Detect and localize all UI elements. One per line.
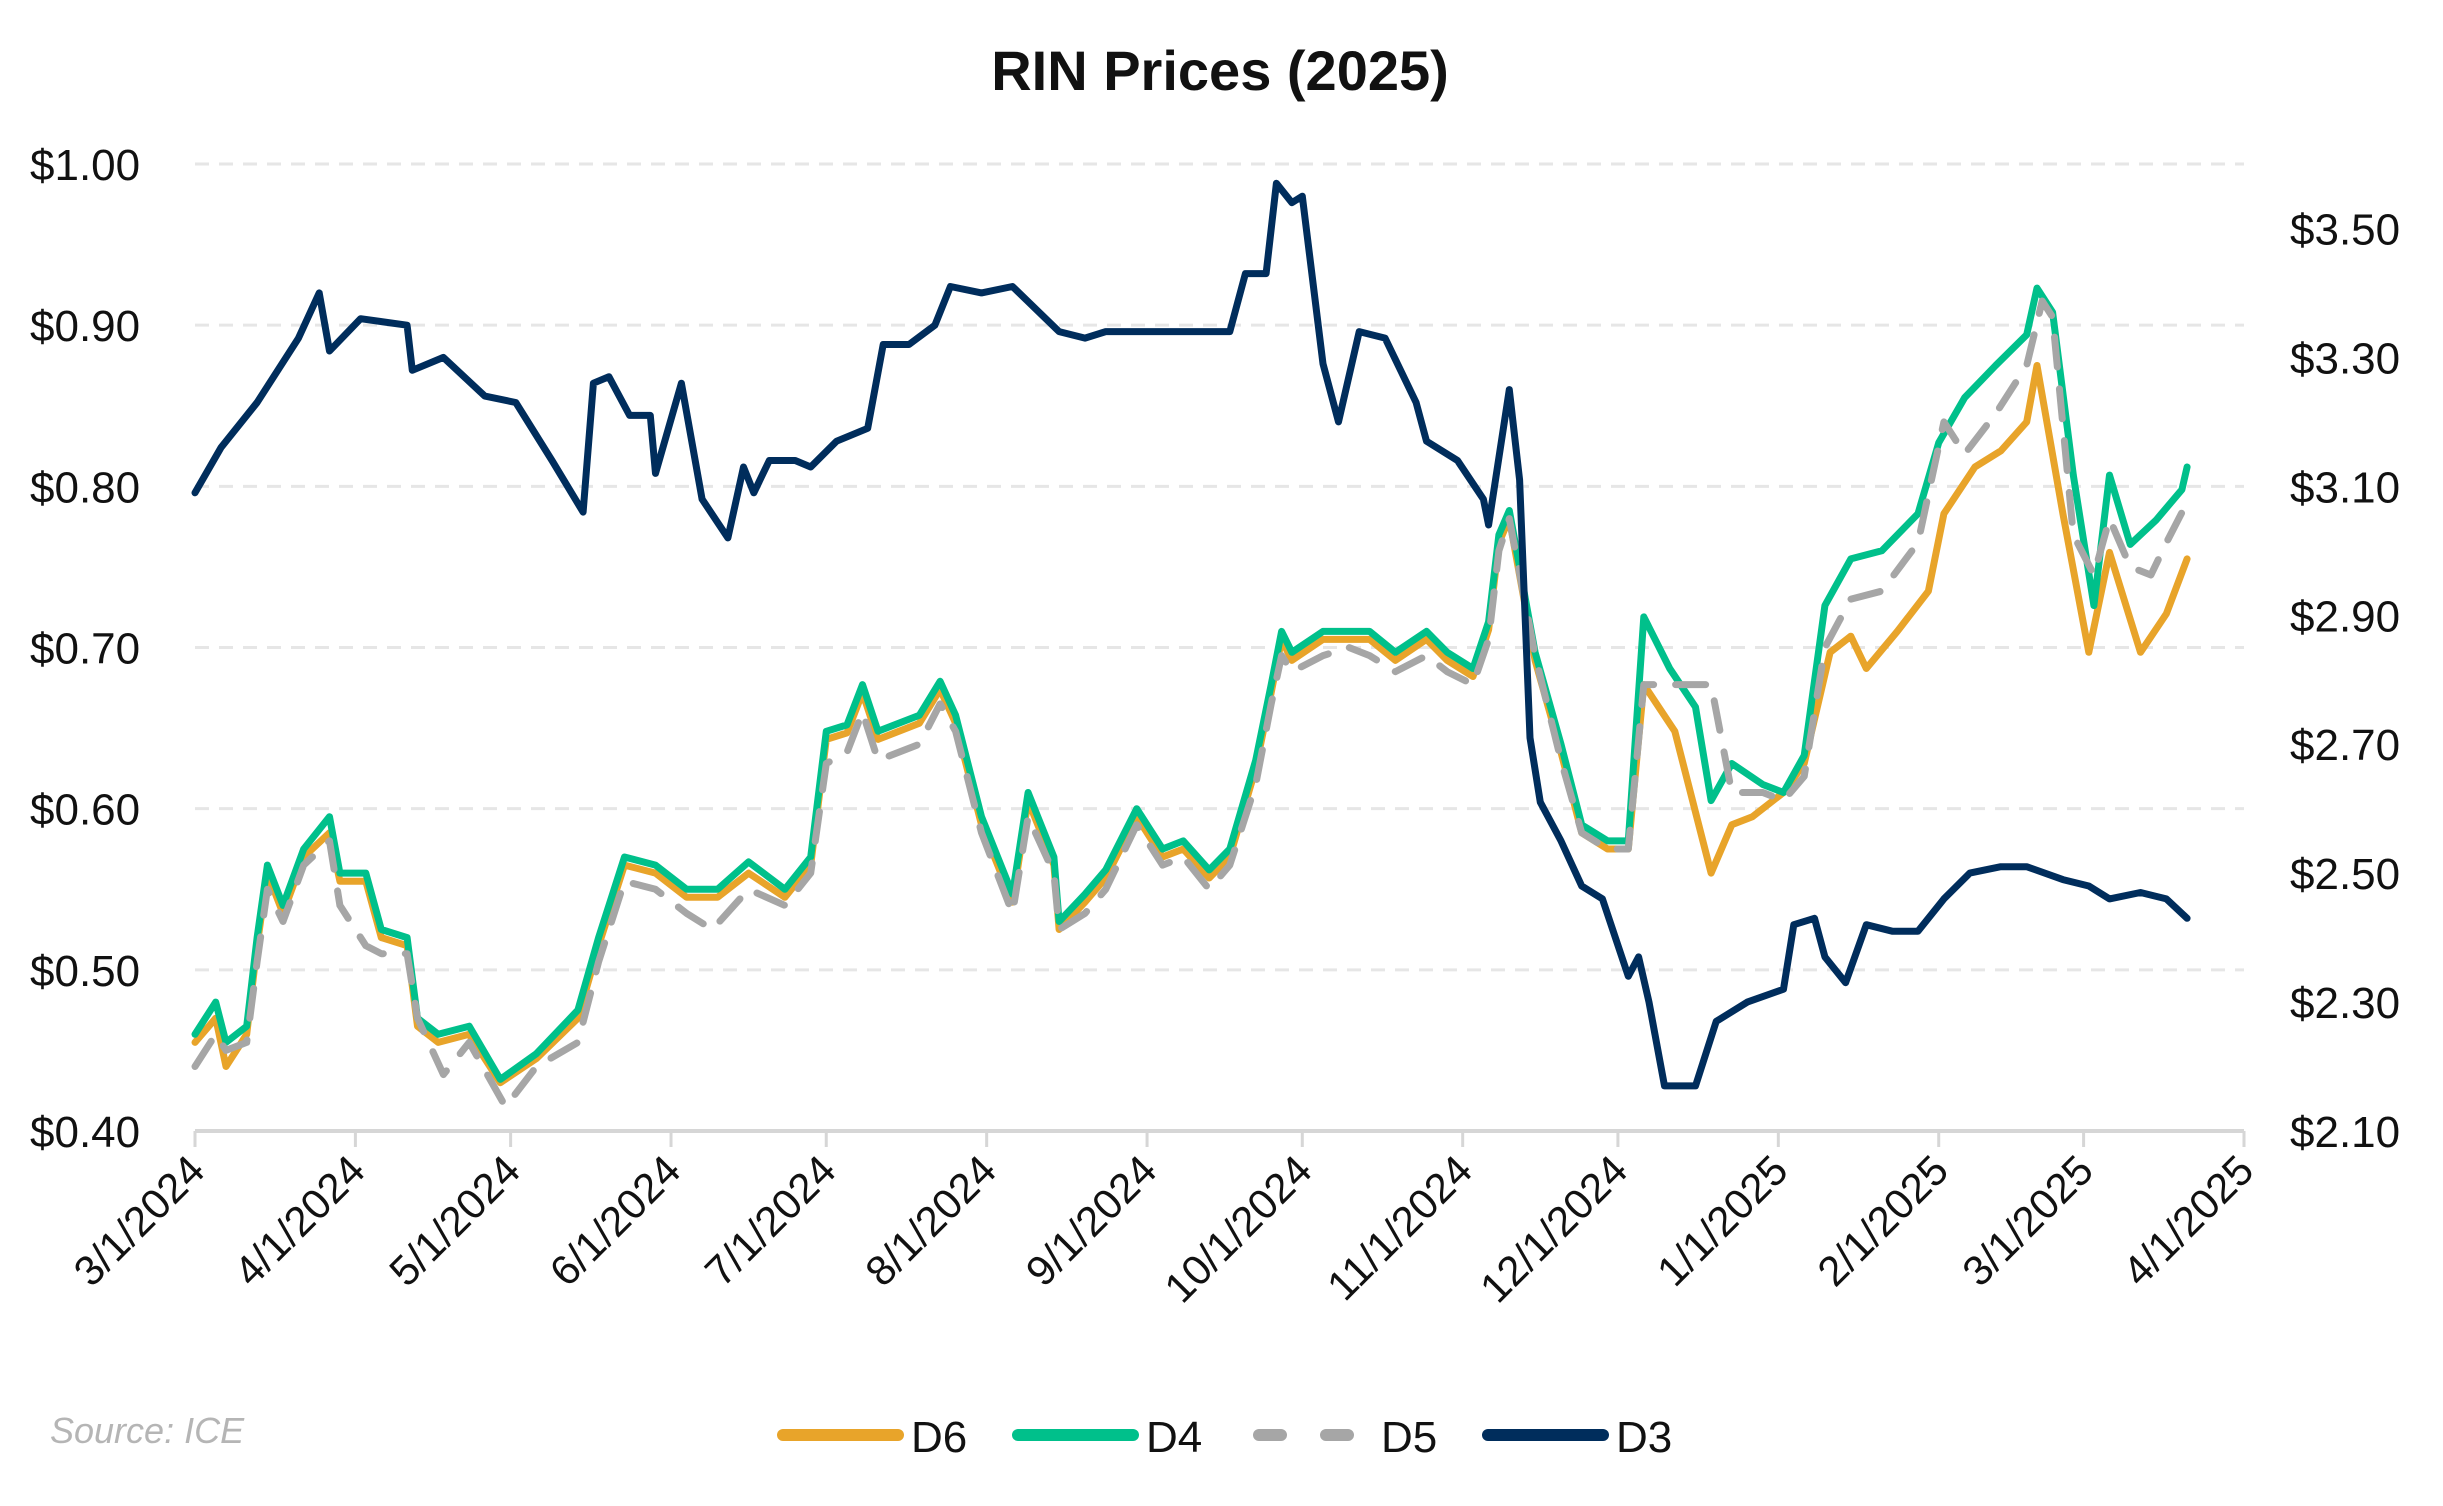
x-tick-label: 4/1/2025 [2114, 1146, 2263, 1295]
legend-label: D3 [1616, 1413, 1672, 1462]
right-y-tick-label: $2.30 [2290, 979, 2400, 1028]
right-y-tick-label: $2.70 [2290, 721, 2400, 770]
left-y-tick-label: $0.80 [30, 463, 140, 512]
right-y-tick-label: $3.10 [2290, 463, 2400, 512]
legend-label: D4 [1146, 1413, 1202, 1462]
legend-label: D5 [1381, 1413, 1437, 1462]
left-y-axis: $1.00 $0.90 $0.80 $0.70 $0.60 $0.50 $0.40 [30, 141, 140, 1157]
source-note: Source: ICE [50, 1410, 245, 1451]
chart-title: RIN Prices (2025) [991, 39, 1449, 102]
x-tick-label: 12/1/2024 [1471, 1146, 1636, 1311]
x-tick-label: 3/1/2025 [1953, 1146, 2102, 1295]
left-y-tick-label: $1.00 [30, 141, 140, 190]
gridlines [195, 162, 2244, 972]
right-y-tick-label: $3.30 [2290, 334, 2400, 383]
legend-item-d4: D4 [1012, 1413, 1202, 1462]
right-y-tick-label: $2.90 [2290, 592, 2400, 641]
x-tick-label: 7/1/2024 [696, 1146, 845, 1295]
legend-label: D6 [911, 1413, 967, 1462]
series-line-d6 [191, 362, 2191, 1087]
legend-item-d5: D5 [1253, 1413, 1437, 1462]
x-tick-label: 5/1/2024 [380, 1146, 529, 1295]
series-line-d3 [191, 179, 2191, 1090]
x-tick-label: 8/1/2024 [856, 1146, 1005, 1295]
x-tick-label: 11/1/2024 [1318, 1146, 1481, 1309]
right-y-tick-label: $2.10 [2290, 1108, 2400, 1157]
x-tick-label: 1/1/2025 [1648, 1146, 1797, 1295]
left-y-tick-label: $0.40 [30, 1108, 140, 1157]
left-y-tick-label: $0.60 [30, 786, 140, 835]
x-tick-label: 6/1/2024 [541, 1146, 690, 1295]
left-y-tick-label: $0.90 [30, 302, 140, 351]
series-line-d4 [191, 284, 2191, 1083]
x-tick-label: 3/1/2024 [65, 1146, 214, 1295]
x-tick-label: 2/1/2025 [1808, 1146, 1957, 1295]
series-lines [191, 179, 2191, 1111]
x-axis: 3/1/2024 4/1/2024 5/1/2024 6/1/2024 7/1/2024… [65, 1129, 2263, 1311]
x-tick-label: 10/1/2024 [1155, 1146, 1320, 1311]
legend: D6 D4 D5 D3 [777, 1413, 1672, 1462]
right-y-tick-label: $2.50 [2290, 850, 2400, 899]
right-y-tick-label: $3.50 [2290, 205, 2400, 254]
x-tick-label: 4/1/2024 [225, 1146, 374, 1295]
legend-item-d3: D3 [1482, 1413, 1672, 1462]
left-y-tick-label: $0.70 [30, 625, 140, 674]
legend-item-d6: D6 [777, 1413, 967, 1462]
right-y-axis: $3.50 $3.30 $3.10 $2.90 $2.70 $2.50 $2.30 $2.10 [2290, 205, 2400, 1157]
left-y-tick-label: $0.50 [30, 947, 140, 996]
series-line-d5 [191, 297, 2191, 1111]
x-tick-label: 9/1/2024 [1017, 1146, 1166, 1295]
